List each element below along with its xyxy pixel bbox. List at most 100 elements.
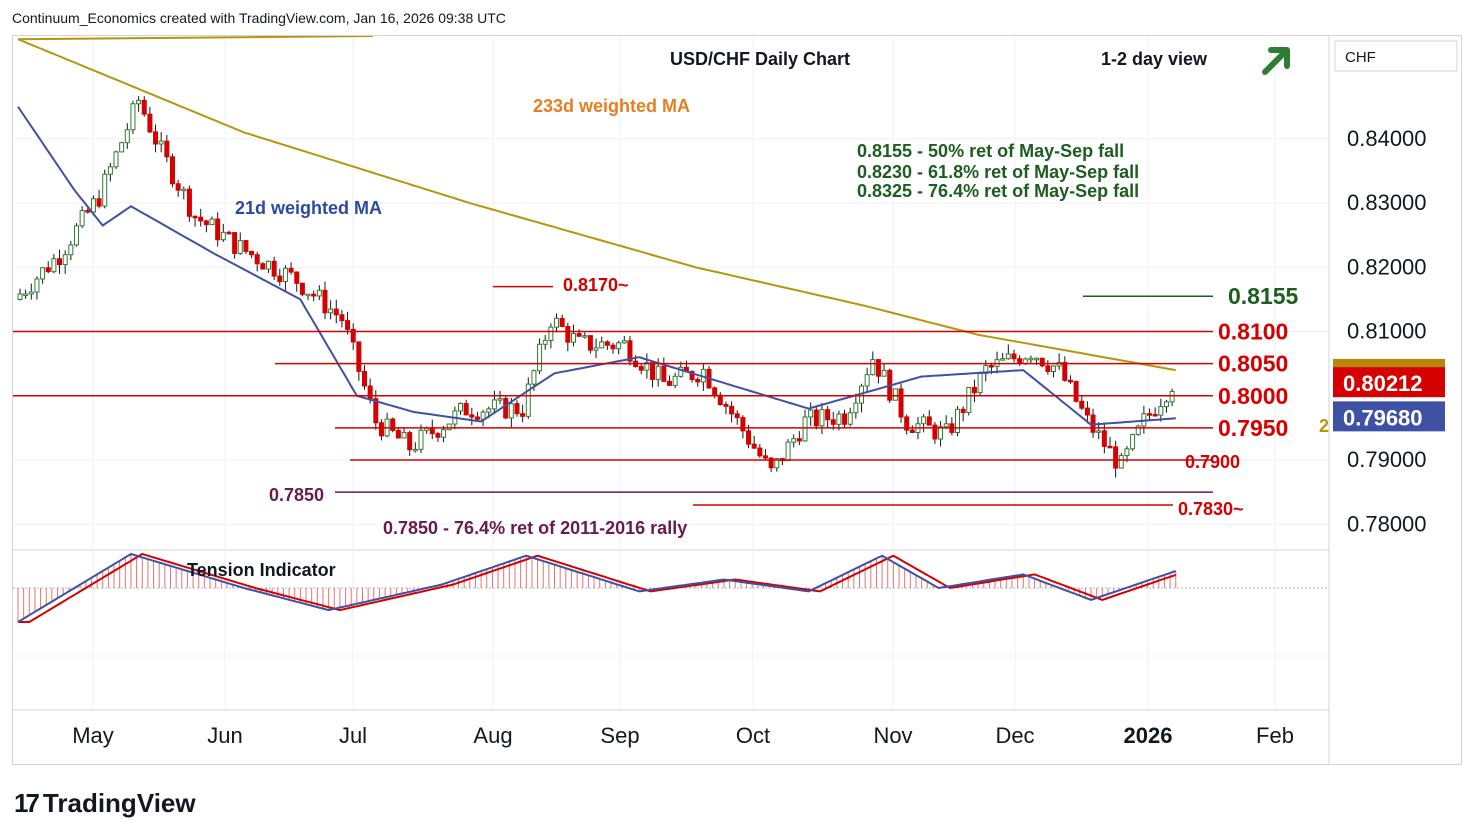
candle-body [407,432,413,451]
candle-body [1096,430,1102,433]
candle-body [130,103,136,131]
candle-body [881,369,887,377]
candle-body [785,441,791,462]
candle-body [169,156,175,185]
tradingview-brand: TradingView [42,788,196,818]
candle-body [328,308,334,314]
candle-body [175,183,181,191]
candle-body [282,267,288,283]
x-tick-label: May [72,723,114,748]
candle-body [68,244,74,256]
candle-body [1079,400,1085,409]
candle-body [791,438,797,443]
chart-canvas[interactable]: 0.8155 0.8100 0.8050 0.8000 0.7950 0.7900 0.8… [13,35,1461,764]
candle-body [441,429,447,438]
candle-body [1147,413,1153,416]
candle-body [294,271,300,284]
candle-body [650,362,656,380]
candle-body [864,374,870,387]
candle-body [418,429,424,450]
level-label: 0.8155 [1228,283,1299,309]
high-label: 0.8170~ [563,275,629,295]
candle-body [616,342,622,350]
candle-body [124,129,130,144]
candle-body [373,398,379,424]
candle-body [717,394,723,406]
candle-body [362,370,368,387]
candle-body [469,414,475,418]
candle-body [1073,380,1079,402]
candle-body [565,326,571,343]
candle-body [796,438,802,442]
retrace-note-3: 0.8325 - 76.4% ret of May-Sep fall [857,181,1139,201]
candle-body [73,225,79,246]
candle-body [570,333,576,343]
candle-body [1158,406,1164,416]
candle-body [672,375,678,386]
candle-body [689,371,695,380]
candle-body [1045,365,1051,373]
view-label: 1-2 day view [1101,49,1208,69]
candle-body [966,387,972,413]
candle-body [627,340,633,362]
candle-body [305,293,311,297]
candle-body [1135,425,1141,436]
candle-body [712,387,718,396]
level-label: 0.7950 [1218,415,1288,441]
candle-body [932,424,938,440]
tradingview-logo[interactable]: 17 TradingView [14,788,196,819]
candle-body [186,188,192,217]
candle-body [51,258,57,273]
level-label: 0.8000 [1218,383,1288,409]
candle-body [113,151,119,168]
ma21-label: 21d weighted MA [235,198,382,218]
candle-body [1022,358,1028,365]
candle-body [746,430,752,445]
candle-body [1124,448,1130,457]
candle-body [740,417,746,432]
candle-body [971,387,977,394]
candle-body [1005,353,1011,360]
candle-body [938,426,944,440]
retrace-note-2: 0.8230 - 61.8% ret of May-Sep fall [857,162,1139,182]
price-badge-label: 0.80212 [1343,371,1423,396]
candle-body [926,416,932,426]
candle-body [875,359,881,377]
candle-body [102,173,108,207]
level-label: 0.8050 [1218,351,1288,377]
currency-box[interactable] [1334,40,1458,72]
chart-frame[interactable]: 0.8155 0.8100 0.8050 0.8000 0.7950 0.7900 0.8… [12,35,1462,765]
candle-body [610,344,616,350]
chart-credit: Continuum_Economics created with Trading… [12,10,506,26]
candle-body [904,416,910,431]
candle-body [1000,358,1006,361]
candle-body [870,359,876,376]
candle-body [768,457,774,469]
candle-body [254,254,260,265]
candle-body [141,99,147,115]
candle-body [40,267,46,280]
x-tick-label: Feb [1256,723,1294,748]
candle-body [17,293,23,300]
candle-body [1028,357,1034,361]
candle-body [412,448,418,452]
up-arrow-icon [1262,47,1290,75]
candle-body [395,429,401,439]
x-tick-label: 2026 [1124,723,1173,748]
partial-label: 2 [1319,416,1329,436]
candle-body [311,293,317,297]
candle-body [474,416,480,420]
candle-body [898,388,904,418]
candle-body [723,404,729,407]
candle-body [45,267,51,273]
candle-body [378,422,384,437]
x-tick-label: Oct [736,723,770,748]
candle-body [79,209,85,227]
candle-body [356,341,362,372]
candle-body [943,423,949,428]
candle-body [215,218,221,241]
x-tick-label: Nov [873,723,912,748]
candle-body [1152,413,1158,417]
osc-main-line [17,552,1177,623]
x-tick-label: Dec [995,723,1034,748]
